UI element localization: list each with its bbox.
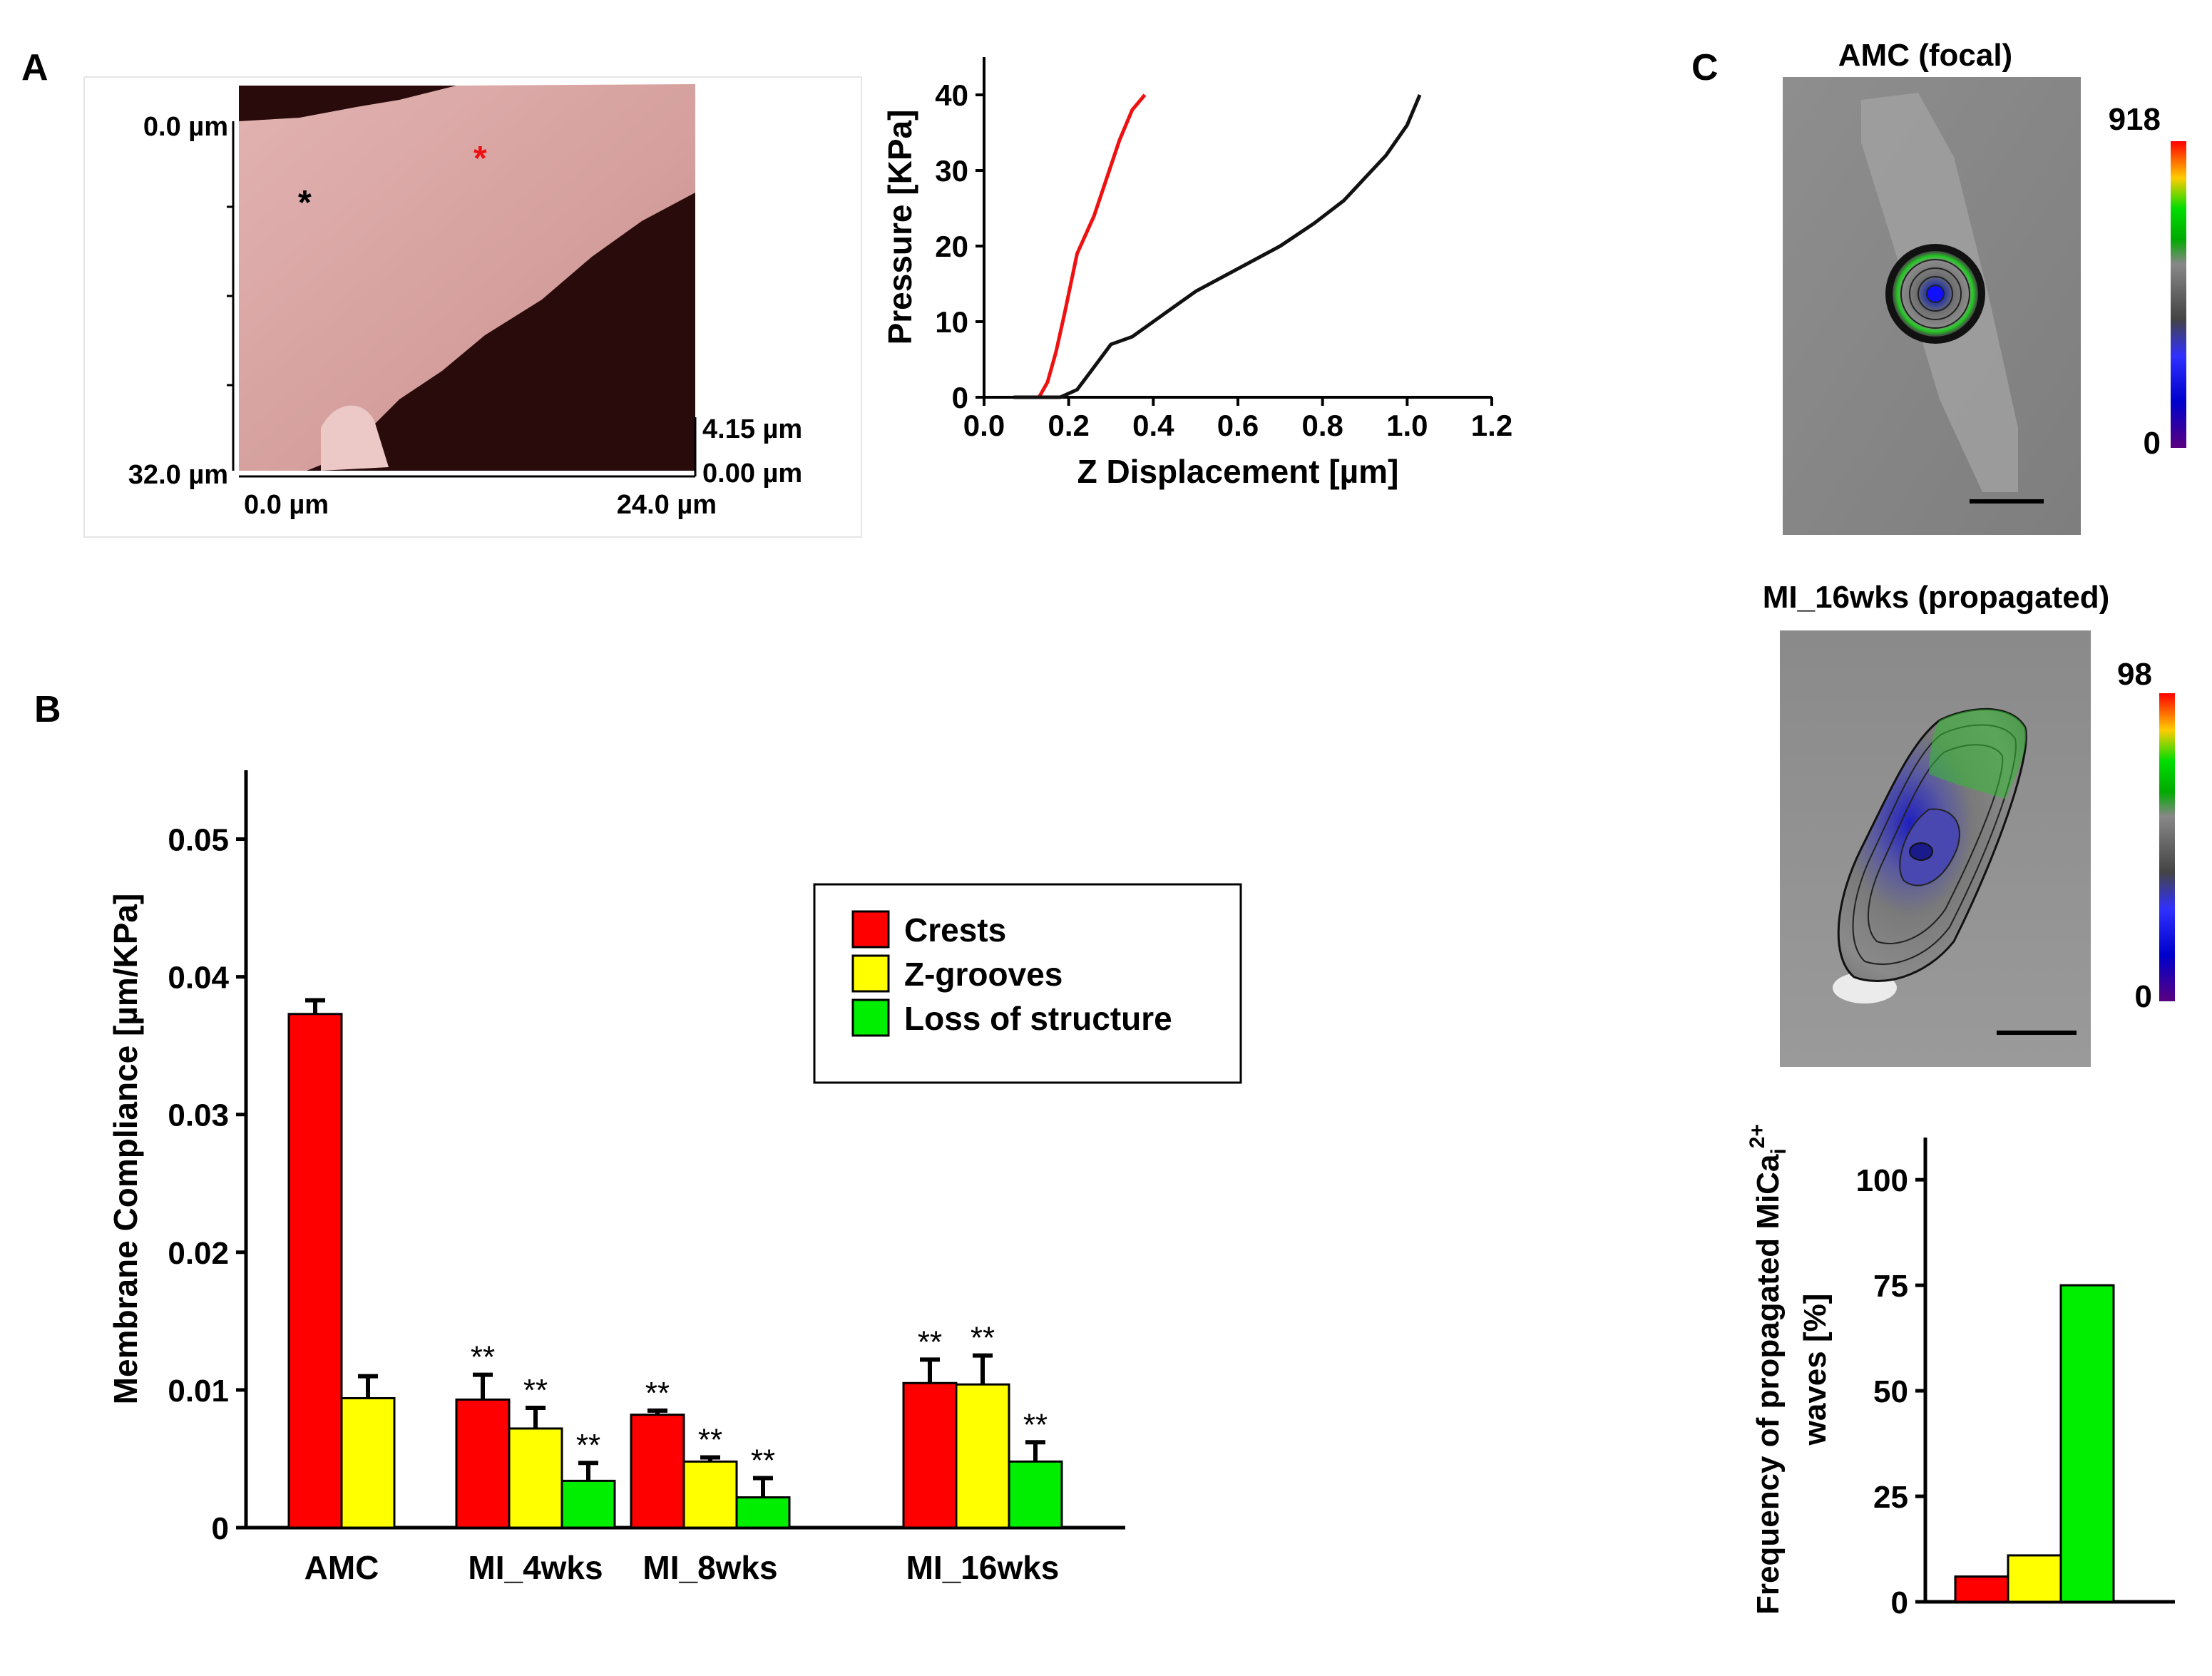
pressure-x-axis-title: Z Displacement [µm] xyxy=(1077,453,1399,490)
significance-mark: ** xyxy=(523,1373,548,1408)
panel-label-b: B xyxy=(34,689,61,730)
bar-loss-of-structure xyxy=(1008,1460,1063,1529)
frequency-y-tick-label: 50 xyxy=(1873,1374,1908,1409)
frequency-y-axis-title: Frequency of propagated MiCai2+ xyxy=(1746,1124,1791,1615)
significance-mark: ** xyxy=(471,1340,495,1375)
afm-marker-red: * xyxy=(473,140,487,178)
frequency-y-tick-label: 75 xyxy=(1873,1269,1908,1304)
significance-mark: ** xyxy=(918,1324,942,1359)
bottom-colorbar xyxy=(2159,693,2175,1001)
frequency-y-axis-title-line2: waves [%] xyxy=(1798,1294,1833,1446)
legend-label: Crests xyxy=(904,911,1006,949)
frequency-bar-loss-of-structure xyxy=(2059,1284,2115,1603)
significance-mark: ** xyxy=(751,1443,775,1478)
pressure-x-tick-label: 1.2 xyxy=(1471,409,1512,442)
legend-label: Loss of structure xyxy=(904,1000,1172,1037)
top-colorbar-min: 0 xyxy=(2144,426,2161,461)
frequency-bar-z-grooves xyxy=(2007,1554,2062,1603)
compliance-chart: 0 0.01 0.02 0.03 0.04 0.05 Membrane Compliance… xyxy=(107,770,1242,1586)
pressure-x-tick-label: 0.2 xyxy=(1048,409,1089,442)
compliance-y-axis-title: Membrane Compliance [µm/KPa] xyxy=(107,894,144,1405)
top-image-title: AMC (focal) xyxy=(1838,38,2012,73)
compliance-y-tick-label: 0.02 xyxy=(168,1236,229,1271)
compliance-y-tick-label: 0.04 xyxy=(168,961,229,996)
pressure-series-black xyxy=(1013,94,1422,399)
compliance-y-tick-label: 0 xyxy=(212,1511,229,1546)
pressure-x-tick-label: 0.8 xyxy=(1301,409,1343,442)
compliance-category-label: MI_4wks xyxy=(468,1549,603,1586)
bar-z-grooves xyxy=(682,1460,738,1529)
bottom-image-title: MI_16wks (propagated) xyxy=(1763,580,2110,615)
pressure-x-tick-label: 1.0 xyxy=(1386,409,1428,442)
compliance-y-tick-label: 0.05 xyxy=(168,823,229,858)
pressure-y-tick-label: 10 xyxy=(935,305,968,339)
bar-z-grooves xyxy=(955,1383,1010,1529)
afm-image: * * 0.0 µm 32.0 µm 0.0 µm 24.0 µm 4.15 µ… xyxy=(83,76,862,538)
significance-mark: ** xyxy=(645,1376,670,1411)
pressure-x-tick-label: 0.0 xyxy=(963,409,1005,442)
panel-label-a: A xyxy=(21,47,48,88)
significance-mark: ** xyxy=(576,1428,600,1463)
compliance-y-tick-label: 0.03 xyxy=(168,1098,229,1133)
compliance-category-label: AMC xyxy=(304,1549,379,1586)
bar-z-grooves xyxy=(508,1427,563,1529)
significance-mark: ** xyxy=(971,1321,995,1356)
legend-swatch-crests xyxy=(851,910,890,949)
bottom-colorbar-min: 0 xyxy=(2135,979,2152,1014)
pressure-y-tick-label: 0 xyxy=(952,381,968,414)
afm-y-top-label: 0.0 µm xyxy=(143,112,228,142)
frequency-y-tick-label: 0 xyxy=(1891,1585,1908,1620)
compliance-y-tick-label: 0.01 xyxy=(168,1374,229,1409)
compliance-category-label: MI_16wks xyxy=(906,1549,1060,1586)
compliance-category-label: MI_8wks xyxy=(642,1549,777,1586)
pressure-chart: 0.0 0.2 0.4 0.6 0.8 1.0 1.2 0 10 20 30 40 Z Displace… xyxy=(881,57,1512,490)
bar-crests xyxy=(630,1414,685,1529)
pressure-x-tick-label: 0.4 xyxy=(1132,409,1174,442)
significance-mark: ** xyxy=(1023,1407,1048,1442)
frequency-y-tick-label: 100 xyxy=(1856,1163,1908,1198)
afm-cell xyxy=(239,84,695,471)
bar-z-grooves xyxy=(340,1396,396,1529)
legend-swatch-z-grooves xyxy=(851,954,890,993)
bar-loss-of-structure xyxy=(735,1496,791,1529)
legend-swatch-loss-of-structure xyxy=(851,998,890,1037)
bar-crests xyxy=(902,1381,958,1529)
pressure-y-tick-label: 30 xyxy=(935,154,968,188)
afm-z-top-label: 4.15 µm xyxy=(702,414,802,444)
legend-label: Z-grooves xyxy=(904,956,1063,993)
pressure-x-tick-label: 0.6 xyxy=(1217,409,1259,442)
compliance-legend: Crests Z-grooves Loss of structure xyxy=(813,883,1242,1084)
top-colorbar xyxy=(2171,141,2186,448)
bottom-colorbar-max: 98 xyxy=(2117,657,2152,692)
bar-crests xyxy=(287,1013,343,1529)
afm-marker-black: * xyxy=(298,184,312,222)
pressure-y-tick-label: 20 xyxy=(935,230,968,263)
afm-y-bottom-label: 32.0 µm xyxy=(128,460,228,490)
frequency-chart: 0 25 50 75 100 Frequency of propagated MiCai2… xyxy=(1746,1124,2175,1620)
pressure-series-red xyxy=(1013,93,1147,399)
frequency-y-tick-label: 25 xyxy=(1873,1480,1908,1515)
afm-z-bottom-label: 0.00 µm xyxy=(702,459,802,489)
bar-crests xyxy=(455,1398,511,1529)
panel-label-c: C xyxy=(1691,47,1719,88)
top-colorbar-max: 918 xyxy=(2109,102,2161,137)
pressure-y-tick-label: 40 xyxy=(935,78,968,112)
bar-loss-of-structure xyxy=(560,1479,616,1529)
top-cell-image xyxy=(1783,77,2081,535)
bottom-cell-image xyxy=(1780,630,2091,1067)
afm-x-left-label: 0.0 µm xyxy=(244,490,329,520)
significance-mark: ** xyxy=(698,1423,722,1458)
frequency-bar-crests xyxy=(1954,1575,2009,1603)
pressure-y-axis-title: Pressure [KPa] xyxy=(881,110,918,345)
afm-x-right-label: 24.0 µm xyxy=(617,490,717,520)
